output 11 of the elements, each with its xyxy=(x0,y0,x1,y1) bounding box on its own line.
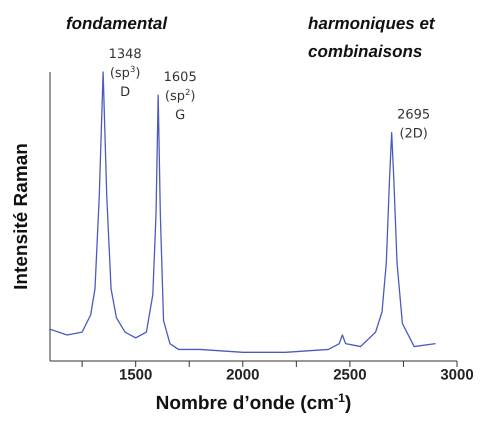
x-tick-label: 2000 xyxy=(226,366,260,384)
annotation: 1348 (sp$^{3}$) D xyxy=(108,47,142,100)
x-tick-label: 2500 xyxy=(333,366,367,384)
x-tick-label: 1500 xyxy=(118,366,152,384)
text: fondamental xyxy=(66,13,168,35)
annotation: 2695 (2D) xyxy=(397,108,430,142)
annotation: 1605 (sp$^{2}$) G xyxy=(164,70,197,124)
x-axis-title: Nombre d’onde (cm$^{-1}$) xyxy=(156,391,352,414)
x-tick-label: 3000 xyxy=(440,366,474,384)
text: harmoniques et combinaisons xyxy=(308,13,435,63)
y-axis-title: Intensité Raman xyxy=(11,143,32,290)
